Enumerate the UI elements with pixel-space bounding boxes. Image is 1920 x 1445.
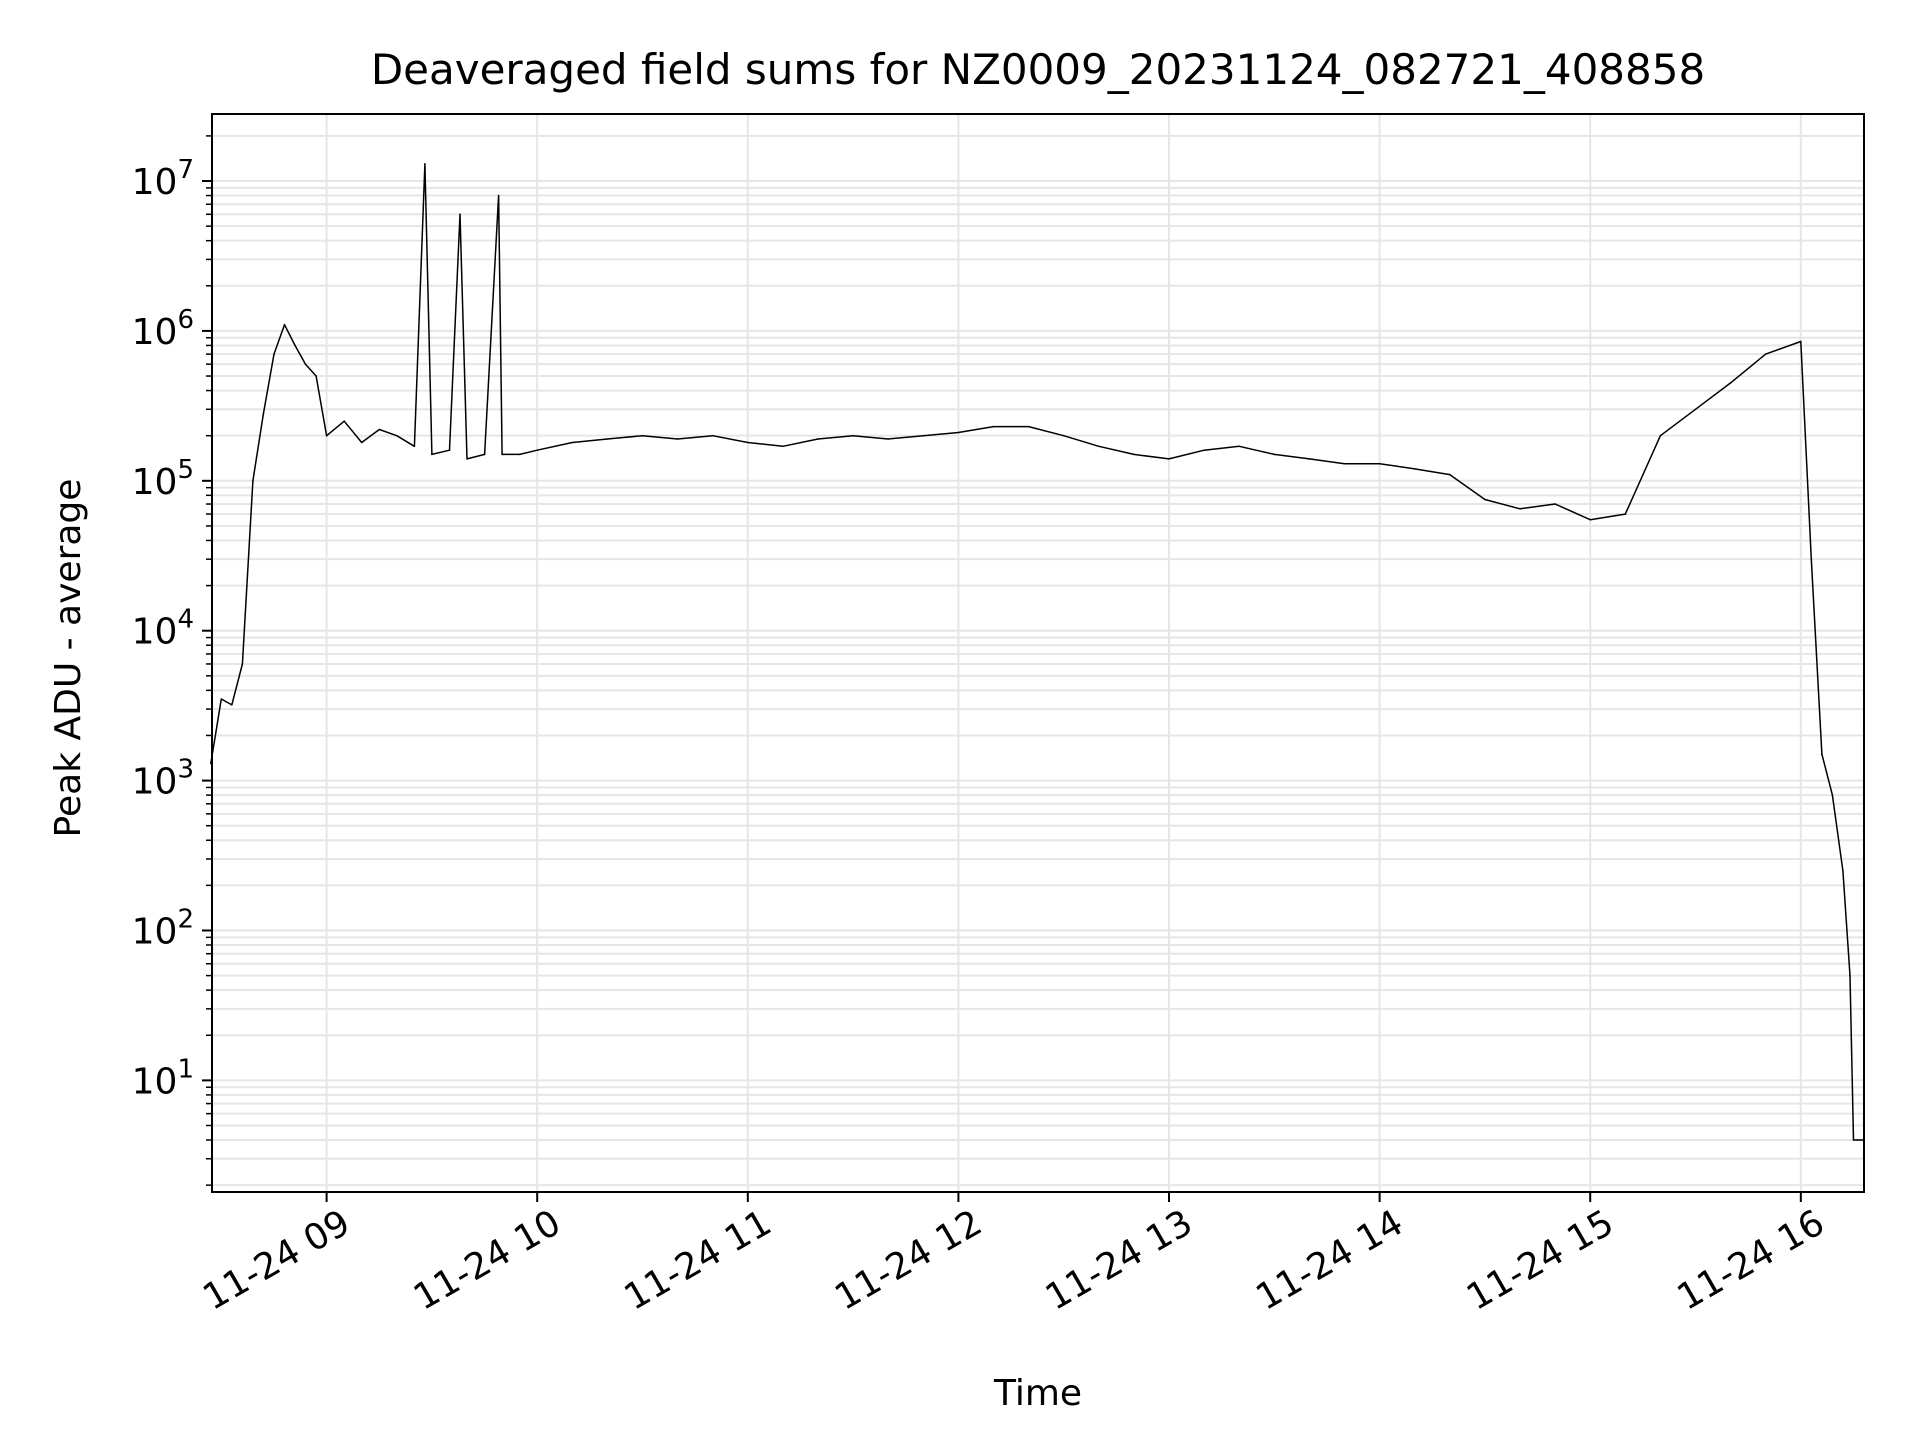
data-point [1449, 473, 1451, 476]
data-point [343, 420, 346, 423]
data-point [817, 438, 819, 440]
data-point [1378, 462, 1381, 465]
data-point [1729, 382, 1732, 384]
data-point [315, 375, 317, 377]
data-point [641, 434, 644, 437]
data-point [676, 438, 679, 440]
data-point [922, 434, 925, 437]
data-point [1849, 974, 1851, 977]
data-point [1659, 434, 1662, 437]
data-point [413, 445, 416, 448]
data-point [497, 194, 500, 197]
y-tick-label: 107 [132, 155, 194, 203]
data-point [571, 441, 574, 444]
data-point [252, 480, 254, 482]
data-point [1554, 503, 1556, 505]
data-point [887, 438, 889, 440]
data-point [220, 698, 223, 700]
data-layer [210, 163, 1865, 1141]
data-point [501, 453, 503, 456]
data-point [273, 353, 275, 355]
data-point [1519, 508, 1521, 510]
data-point [241, 663, 244, 665]
data-point [304, 363, 307, 366]
data-point [1133, 453, 1135, 456]
data-point [231, 704, 233, 706]
data-point [1168, 458, 1170, 460]
data-point [1343, 462, 1346, 465]
data-point [1238, 445, 1240, 448]
data-point [1800, 340, 1802, 343]
data-point [1273, 453, 1276, 456]
y-tick-label: 101 [132, 1054, 194, 1102]
data-point [1589, 518, 1591, 521]
data-point [294, 344, 296, 347]
data-point [782, 445, 784, 448]
data-point [1624, 513, 1627, 515]
data-point [1810, 558, 1813, 560]
y-tick-label: 102 [132, 904, 194, 952]
data-point [1027, 425, 1030, 428]
data-point [1821, 753, 1823, 755]
grid [212, 114, 1864, 1192]
y-tick-label: 105 [132, 455, 194, 503]
data-point [1852, 1139, 1855, 1141]
data-point [424, 163, 426, 165]
data-point [360, 441, 363, 444]
data-point [518, 453, 521, 456]
data-point [283, 323, 286, 326]
data-point [1203, 449, 1205, 452]
data-point [1062, 434, 1065, 437]
data-point [1764, 353, 1767, 355]
data-point [378, 428, 381, 431]
data-point [992, 425, 995, 428]
data-point [957, 431, 960, 434]
data-point [325, 434, 328, 437]
data-point [459, 213, 461, 216]
data-point [747, 441, 749, 444]
data-point [1859, 1139, 1862, 1141]
data-point [448, 449, 451, 452]
y-axis-label: Peak ADU - average [48, 479, 89, 838]
plot-frame [211, 113, 1865, 1193]
data-point [606, 438, 609, 440]
data-point [1308, 458, 1311, 460]
data-point [466, 458, 468, 460]
data-point [1694, 408, 1697, 411]
chart-title: Deaveraged field sums for NZ0009_2023112… [371, 45, 1705, 94]
data-point [1413, 468, 1416, 470]
data-point [1831, 794, 1834, 796]
x-axis-label: Time [993, 1373, 1082, 1414]
data-point [1842, 870, 1844, 872]
data-point [396, 434, 398, 437]
y-tick-label: 106 [132, 305, 194, 353]
data-point [1856, 1139, 1858, 1141]
data-point [483, 453, 486, 456]
y-tick-label: 104 [132, 605, 194, 653]
data-point [711, 434, 714, 437]
data-point [1098, 445, 1100, 448]
y-tick-label: 103 [132, 755, 194, 803]
data-point [431, 453, 433, 456]
data-point [1484, 498, 1486, 501]
data-point [262, 413, 265, 415]
data-point [852, 434, 854, 437]
data-point [536, 449, 538, 452]
series-line [210, 163, 1864, 1141]
